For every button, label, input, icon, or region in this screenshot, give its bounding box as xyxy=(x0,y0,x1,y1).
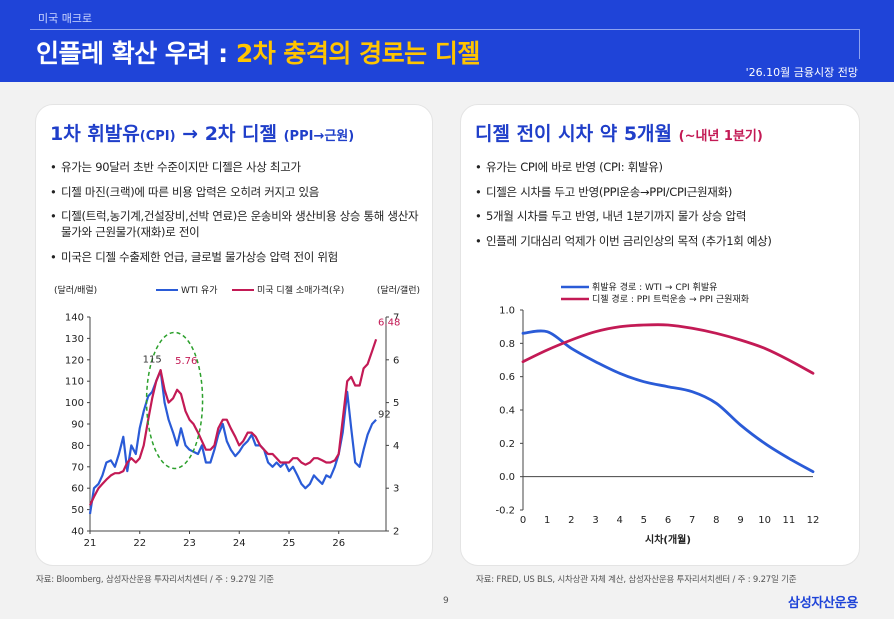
right-card: 디젤 전이 시차 약 5개월 (~내년 1분기) 유가는 CPI에 바로 반영 … xyxy=(460,104,860,566)
x-tick-label: 23 xyxy=(183,538,196,549)
header-divider xyxy=(30,29,860,30)
right-title-main: 디젤 전이 시차 약 5개월 xyxy=(475,123,679,145)
y-tick-label: 0.2 xyxy=(499,439,515,450)
x-tick-label: 2 xyxy=(568,515,574,526)
left-tick-label: 90 xyxy=(71,420,84,431)
left-axis-label: (달러/배럴) xyxy=(54,284,97,296)
bullet-item: 5개월 시차를 두고 반영, 내년 1분기까지 물가 상승 압력 xyxy=(475,208,853,224)
page-title: 인플레 확산 우려 : 2차 충격의 경로는 디젤 xyxy=(36,34,480,70)
bullet-item: 디젤(트럭,농기계,건설장비,선박 연료)은 운송비와 생산비용 상승 통해 생… xyxy=(50,208,428,240)
bullet-item: 디젤 마진(크랙)에 따른 비용 압력은 오히려 커지고 있음 xyxy=(50,184,428,200)
header-banner: 미국 매크로 인플레 확산 우려 : 2차 충격의 경로는 디젤 '26.10월… xyxy=(0,0,894,82)
left-tick-label: 110 xyxy=(65,377,84,388)
left-tick-label: 130 xyxy=(65,334,84,345)
left-title-main: 1차 휘발유 xyxy=(50,123,140,145)
right-tick-label: 6 xyxy=(393,355,399,366)
series-line-1 xyxy=(521,323,815,375)
x-tick-label: 9 xyxy=(737,515,743,526)
header-divider-right xyxy=(859,29,860,59)
y-tick-label: 0.4 xyxy=(499,406,515,417)
left-card: 1차 휘발유(CPI) → 2차 디젤 (PPI→근원) 유가는 90달러 초반… xyxy=(35,104,433,566)
x-tick-label: 3 xyxy=(592,515,598,526)
y-tick-label: 1.0 xyxy=(499,306,515,317)
bullet-item: 유가는 CPI에 바로 반영 (CPI: 휘발유) xyxy=(475,159,853,175)
page-number: 9 xyxy=(443,596,449,606)
x-tick-label: 0 xyxy=(520,515,526,526)
y-tick-label: -0.2 xyxy=(495,506,515,517)
right-tick-label: 4 xyxy=(393,441,399,452)
left-title-arrow: → 2차 디젤 xyxy=(175,123,284,145)
data-annotation: 92 xyxy=(378,410,391,421)
x-tick-label: 22 xyxy=(133,538,146,549)
brand-logo-text: 삼성자산운용 xyxy=(788,596,858,611)
x-tick-label: 21 xyxy=(84,538,97,549)
x-tick-label: 26 xyxy=(332,538,345,549)
left-tick-label: 120 xyxy=(65,355,84,366)
left-tick-label: 140 xyxy=(65,313,84,324)
bullet-item: 유가는 90달러 초반 수준이지만 디젤은 사상 최고가 xyxy=(50,159,428,175)
x-tick-label: 8 xyxy=(713,515,719,526)
left-tick-label: 50 xyxy=(71,505,84,516)
wti-diesel-chart: (달러/배럴) (달러/갤런) WTI 유가 미국 디젤 소매가격(우) 40 50 60 7… xyxy=(46,273,428,553)
left-tick-label: 80 xyxy=(71,441,84,452)
right-card-title: 디젤 전이 시차 약 5개월 (~내년 1분기) xyxy=(475,119,763,146)
legend-label-0: 휘발유 경로 : WTI → CPI 휘발유 xyxy=(592,281,717,293)
x-tick-label: 1 xyxy=(544,515,550,526)
left-source-note: 자료: Bloomberg, 삼성자산운용 투자리서치센터 / 주 : 9.27… xyxy=(36,575,274,585)
left-title-sub1: (CPI) xyxy=(139,129,176,144)
series-line-0 xyxy=(521,329,815,474)
x-tick-label: 7 xyxy=(689,515,695,526)
x-tick-label: 11 xyxy=(782,515,795,526)
x-axis-title: 시차(개월) xyxy=(645,533,691,546)
x-tick-label: 12 xyxy=(807,515,820,526)
left-card-title: 1차 휘발유(CPI) → 2차 디젤 (PPI→근원) xyxy=(50,119,354,146)
left-tick-label: 100 xyxy=(65,398,84,409)
y-tick-label: 0.8 xyxy=(499,339,515,350)
highlight-ellipse xyxy=(145,331,204,470)
x-tick-label: 5 xyxy=(641,515,647,526)
left-title-sub2: (PPI→근원) xyxy=(283,129,355,144)
series-line-1 xyxy=(89,338,378,506)
x-tick-label: 10 xyxy=(758,515,771,526)
data-annotation: 6.48 xyxy=(378,317,400,328)
x-tick-label: 6 xyxy=(665,515,671,526)
right-axis-label: (달러/갤런) xyxy=(377,284,420,296)
left-tick-label: 60 xyxy=(71,484,84,495)
right-tick-label: 3 xyxy=(393,484,399,495)
right-tick-label: 7 xyxy=(393,313,399,324)
report-date: '26.10월 금융시장 전망 xyxy=(745,66,858,79)
section-tag: 미국 매크로 xyxy=(38,12,93,25)
bullet-item: 디젤은 시차를 두고 반영(PPI운송→PPI/CPI근원재화) xyxy=(475,184,853,200)
x-tick-label: 4 xyxy=(616,515,622,526)
legend-label-1: 디젤 경로 : PPI 트럭운송 → PPI 근원재화 xyxy=(592,293,749,305)
page-title-main: 인플레 확산 우려 : xyxy=(36,39,236,68)
right-tick-label: 2 xyxy=(393,527,399,538)
left-tick-label: 70 xyxy=(71,462,84,473)
series-line-0 xyxy=(88,369,377,515)
x-tick-label: 25 xyxy=(283,538,296,549)
legend-label-0: WTI 유가 xyxy=(181,285,217,296)
left-tick-label: 40 xyxy=(71,527,84,538)
right-title-sub: (~내년 1분기) xyxy=(678,129,763,144)
right-bullet-list: 유가는 CPI에 바로 반영 (CPI: 휘발유) 디젤은 시차를 두고 반영(… xyxy=(475,159,853,257)
lag-correlation-chart: 휘발유 경로 : WTI → CPI 휘발유 디젤 경로 : PPI 트럭운송 →… xyxy=(469,270,835,553)
wti-diesel-chart-svg: (달러/배럴) (달러/갤런) WTI 유가 미국 디젤 소매가격(우) 40 50 60 7… xyxy=(54,284,420,549)
page-title-highlight: 2차 충격의 경로는 디젤 xyxy=(235,39,481,68)
bullet-item: 미국은 디젤 수출제한 언급, 글로벌 물가상승 압력 전이 위험 xyxy=(50,249,428,265)
data-annotation: 115 xyxy=(143,355,162,366)
y-tick-label: 0.0 xyxy=(499,472,515,483)
legend-label-1: 미국 디젤 소매가격(우) xyxy=(257,284,344,296)
left-bullet-list: 유가는 90달러 초반 수준이지만 디젤은 사상 최고가 디젤 마진(크랙)에 … xyxy=(50,159,428,273)
right-tick-label: 5 xyxy=(393,398,399,409)
bullet-item: 인플레 기대심리 억제가 이번 금리인상의 목적 (추가1회 예상) xyxy=(475,233,853,249)
data-annotation: 5.76 xyxy=(175,356,197,367)
y-tick-label: 0.6 xyxy=(499,372,515,383)
x-tick-label: 24 xyxy=(233,538,246,549)
right-source-note: 자료: FRED, US BLS, 시차상관 자체 계산, 삼성자산운용 투자리… xyxy=(476,575,797,585)
